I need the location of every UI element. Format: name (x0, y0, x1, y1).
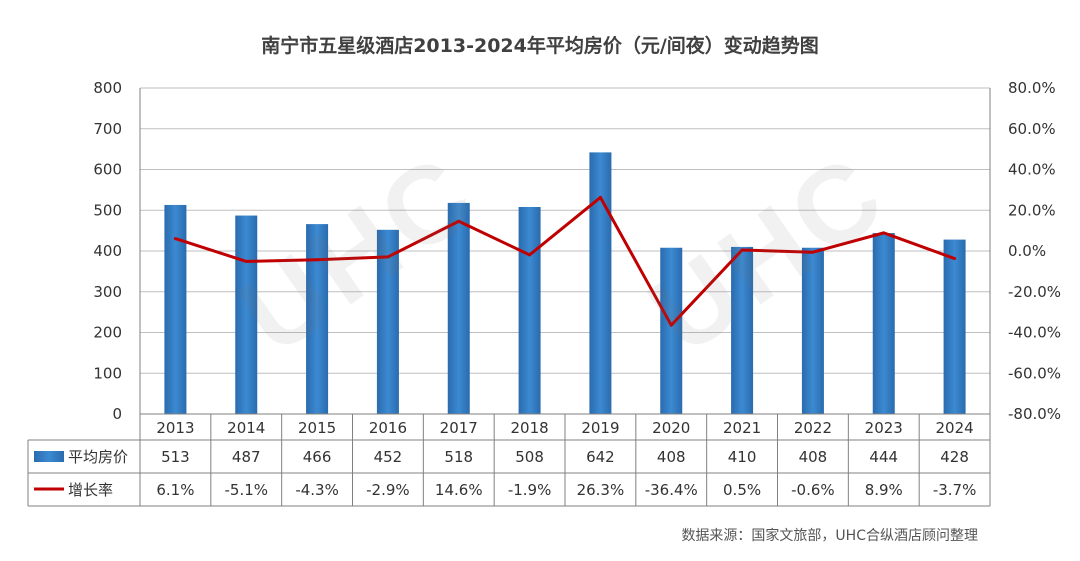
chart-title: 南宁市五星级酒店2013-2024年平均房价（元/间夜）变动趋势图 (261, 34, 819, 57)
y-right-tick-label: 60.0% (1008, 120, 1056, 138)
growth-point-2018 (528, 253, 532, 257)
bar-2023 (872, 233, 895, 414)
bar-2016 (376, 229, 399, 414)
data-label-growth: 0.5% (723, 481, 761, 499)
y-right-tick-label: -80.0% (1008, 405, 1061, 423)
source-note: 数据来源：国家文旅部，UHC合纵酒店顾问整理 (681, 527, 978, 544)
data-label-price: 408 (799, 448, 828, 466)
data-label-growth: 8.9% (865, 481, 903, 499)
growth-rate-line (174, 195, 956, 327)
data-label-price: 452 (374, 448, 403, 466)
data-label-growth: 6.1% (156, 481, 194, 499)
growth-point-2022 (811, 250, 815, 254)
y-left-tick-label: 800 (93, 79, 122, 97)
y-right-tick-label: -20.0% (1008, 283, 1061, 301)
data-label-price: 444 (869, 448, 898, 466)
bar-2017 (447, 202, 470, 414)
bar-2015 (306, 224, 329, 414)
growth-point-2017 (457, 219, 461, 223)
y-right-tick-label: 0.0% (1008, 242, 1046, 260)
data-label-growth: -3.7% (933, 481, 977, 499)
x-tick-label: 2013 (156, 419, 194, 437)
data-label-growth: -2.9% (366, 481, 410, 499)
data-label-growth: 26.3% (577, 481, 625, 499)
y-right-tick-label: 80.0% (1008, 79, 1056, 97)
y-right-tick-label: 40.0% (1008, 161, 1056, 179)
x-tick-label: 2017 (440, 419, 478, 437)
data-label-growth: -5.1% (224, 481, 268, 499)
growth-point-2020 (669, 323, 673, 327)
x-tick-label: 2019 (581, 419, 619, 437)
x-tick-label: 2024 (935, 419, 973, 437)
y-left-tick-label: 100 (93, 364, 122, 382)
growth-point-2013 (173, 237, 177, 241)
y-left-tick-label: 300 (93, 283, 122, 301)
data-label-growth: -36.4% (645, 481, 698, 499)
bar-2014 (235, 215, 258, 414)
x-tick-label: 2018 (510, 419, 548, 437)
bar-2019 (589, 152, 612, 414)
growth-point-2021 (740, 248, 744, 252)
bar-2021 (731, 246, 754, 414)
data-label-price: 410 (728, 448, 757, 466)
y-right-tick-label: -40.0% (1008, 324, 1061, 342)
data-label-growth: -0.6% (791, 481, 835, 499)
data-label-growth: -4.3% (295, 481, 339, 499)
y-left-tick-label: 600 (93, 161, 122, 179)
data-label-price: 487 (232, 448, 261, 466)
growth-point-2016 (386, 255, 390, 259)
y-left-tick-label: 0 (112, 405, 122, 423)
data-label-price: 642 (586, 448, 615, 466)
x-tick-label: 2016 (369, 419, 407, 437)
y-left-tick-label: 500 (93, 201, 122, 219)
x-tick-label: 2022 (794, 419, 832, 437)
bar-2022 (801, 247, 824, 414)
growth-point-2015 (315, 258, 319, 262)
x-tick-label: 2014 (227, 419, 265, 437)
x-tick-label: 2021 (723, 419, 761, 437)
legend-bar-label: 平均房价 (68, 448, 128, 466)
growth-point-2019 (598, 195, 602, 199)
bar-2020 (660, 247, 683, 414)
y-left-tick-label: 200 (93, 324, 122, 342)
x-tick-label: 2020 (652, 419, 690, 437)
x-tick-label: 2015 (298, 419, 336, 437)
x-tick-label: 2023 (865, 419, 903, 437)
growth-point-2024 (953, 257, 957, 261)
data-label-price: 508 (515, 448, 544, 466)
data-label-price: 513 (161, 448, 190, 466)
bar-2024 (943, 239, 966, 414)
legend-line-label: 增长率 (68, 481, 113, 499)
data-label-growth: 14.6% (435, 481, 483, 499)
data-label-price: 466 (303, 448, 332, 466)
legend-bar-swatch (34, 451, 64, 462)
bar-2013 (164, 204, 187, 414)
data-label-price: 518 (444, 448, 473, 466)
y-right-tick-label: -60.0% (1008, 364, 1061, 382)
y-right-tick-label: 20.0% (1008, 201, 1056, 219)
data-label-price: 408 (657, 448, 686, 466)
growth-point-2014 (244, 259, 248, 263)
data-label-price: 428 (940, 448, 969, 466)
bar-2018 (518, 206, 541, 414)
y-left-tick-label: 400 (93, 242, 122, 260)
growth-point-2023 (882, 231, 886, 235)
data-label-growth: -1.9% (508, 481, 552, 499)
y-left-tick-label: 700 (93, 120, 122, 138)
